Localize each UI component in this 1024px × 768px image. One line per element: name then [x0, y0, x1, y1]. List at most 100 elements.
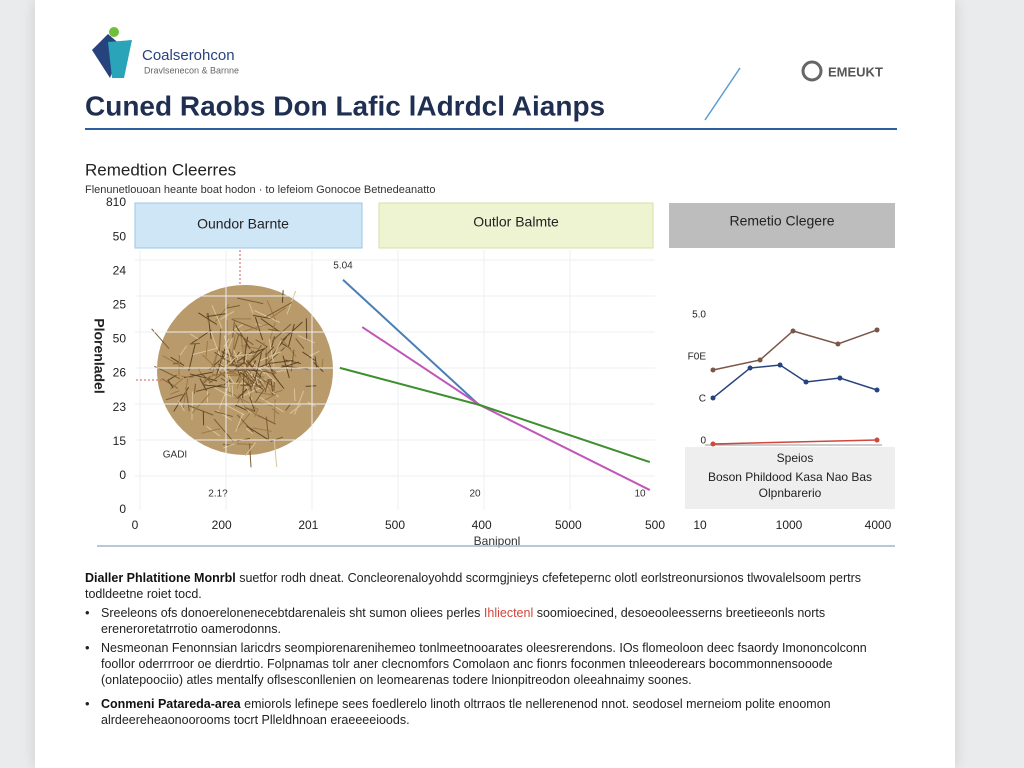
y-tick-label: 810 — [106, 195, 126, 209]
series-line — [342, 279, 481, 407]
root-fiber — [258, 351, 282, 363]
point — [874, 387, 880, 393]
root-fiber — [185, 387, 190, 412]
root-fiber — [233, 334, 240, 350]
root-fiber — [240, 344, 260, 350]
root-fiber — [321, 358, 324, 369]
root-fiber — [235, 404, 248, 411]
root-fiber — [276, 369, 285, 373]
root-fiber — [225, 404, 245, 416]
root-fiber — [189, 333, 199, 340]
root-fiber — [246, 425, 268, 440]
root-fiber — [307, 350, 320, 358]
root-fiber — [189, 373, 218, 382]
panel-label: Oundor Barnte — [197, 216, 289, 232]
root-fiber — [201, 428, 221, 434]
root-fiber — [289, 404, 302, 414]
root-fiber — [266, 302, 293, 317]
x-tick-label: 10 — [693, 518, 707, 532]
logo-sub: Dravlsenecon & Barnne — [144, 65, 239, 75]
intro: Dialler Phlatitione Monrbl suetfor rodh … — [85, 570, 900, 602]
root-fiber — [170, 356, 185, 366]
root-fiber — [245, 428, 254, 435]
y-tick-label: 25 — [113, 298, 127, 312]
root-fiber — [273, 340, 282, 356]
brand-icon — [801, 60, 823, 82]
root-fiber — [191, 391, 194, 420]
x-tick-label: 5000 — [555, 518, 582, 532]
y-tick-label: C — [699, 394, 706, 405]
intro-bold: Dialler Phlatitione Monrbl — [85, 571, 236, 585]
x-title: Baniponl — [474, 534, 521, 548]
logo-leaf — [109, 27, 119, 37]
x-tick-label: 500 — [645, 518, 665, 532]
panel — [378, 202, 654, 249]
root-fiber — [242, 371, 252, 385]
root-fiber — [165, 393, 183, 401]
root-fiber — [215, 348, 226, 377]
root-fiber — [192, 347, 220, 355]
root-fiber — [248, 345, 268, 364]
root-fiber — [223, 443, 235, 449]
root-fiber — [207, 312, 212, 340]
y-tick-label: 15 — [113, 434, 127, 448]
root-fiber — [201, 376, 211, 385]
root-fiber — [271, 408, 280, 415]
panel-label: Remetio Clegere — [729, 213, 834, 229]
x-tick-label: 400 — [472, 518, 492, 532]
root-fiber — [203, 384, 230, 389]
root-fiber — [234, 353, 253, 357]
root-fiber — [195, 384, 223, 392]
x-tick-label: 0 — [132, 518, 139, 532]
root-fiber — [287, 323, 295, 348]
annotation: 10 — [634, 489, 646, 500]
section-caption: Flenunetlouoan heante boat hodon · to le… — [85, 184, 435, 196]
root-fiber — [252, 427, 272, 432]
root-fiber — [293, 388, 296, 402]
root-fiber — [202, 354, 215, 367]
root-fiber — [252, 379, 257, 389]
root-fiber — [236, 370, 242, 389]
point — [777, 362, 783, 368]
root-fiber — [278, 361, 300, 369]
root-fiber — [271, 336, 287, 357]
root-fiber — [206, 313, 227, 318]
root-fiber — [264, 371, 276, 383]
root-fiber — [232, 349, 239, 361]
root-fiber — [271, 323, 292, 342]
root-fiber — [248, 303, 254, 314]
root-fiber — [266, 300, 276, 321]
logo-name: Coalserohcon — [142, 47, 235, 64]
root-fiber — [234, 385, 255, 399]
root-fiber — [270, 307, 287, 319]
point — [710, 441, 716, 447]
root-fiber — [198, 312, 218, 325]
point — [874, 437, 880, 443]
annotation: GADI — [163, 450, 187, 461]
section-heading: Remedtion Cleerres — [85, 160, 236, 179]
y-tick-label: 24 — [113, 263, 127, 277]
root-fiber — [206, 426, 221, 437]
x-tick-label: 500 — [385, 518, 405, 532]
body-text: Dialler Phlatitione Monrbl suetfor rodh … — [85, 570, 900, 728]
root-fiber — [218, 328, 222, 352]
root-fiber — [167, 379, 174, 389]
root-fiber — [188, 343, 196, 371]
y-tick-label: F0E — [688, 352, 707, 363]
closing-text: emiorols lefinepe sees foedlerelo linoth… — [101, 697, 831, 727]
series-line — [361, 326, 651, 491]
root-fiber — [237, 386, 264, 399]
root-fiber — [226, 374, 231, 392]
root-fiber — [178, 400, 185, 412]
root-fiber — [246, 367, 275, 374]
root-fiber — [182, 378, 189, 409]
bullet-text: soomioecined, desoeooleesserns breetieeo… — [101, 606, 826, 636]
root-fiber — [302, 351, 316, 361]
root-fiber — [231, 318, 258, 330]
root-fiber — [188, 405, 214, 416]
root-fiber — [285, 403, 292, 411]
root-fiber — [244, 344, 262, 371]
root-fiber — [236, 443, 253, 446]
annotation: 5.04 — [333, 261, 353, 272]
